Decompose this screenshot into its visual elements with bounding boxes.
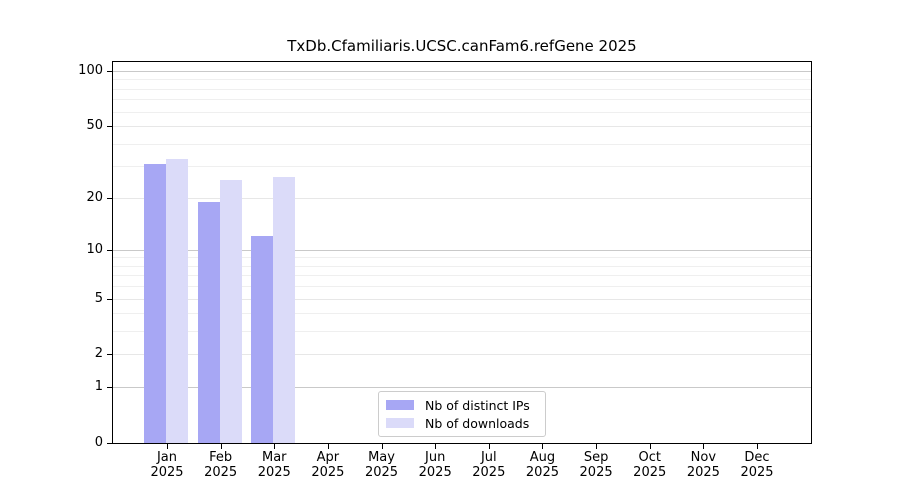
y-tick-1 xyxy=(107,387,112,389)
bar-nb-of-distinct-ips-feb xyxy=(197,201,220,443)
year-label: 2025 xyxy=(418,465,452,480)
month-label: Jun xyxy=(425,450,446,465)
month-label: Aug xyxy=(529,450,556,465)
x-tick-label-feb: Feb 2025 xyxy=(194,450,248,480)
gridline-minor-6 xyxy=(113,286,811,288)
month-label: Dec xyxy=(744,450,770,465)
chart-title: TxDb.Cfamiliaris.UCSC.canFam6.refGene 20… xyxy=(287,37,637,55)
year-label: 2025 xyxy=(579,465,613,480)
gridline-10 xyxy=(113,249,811,251)
year-label: 2025 xyxy=(525,465,559,480)
y-tick-5 xyxy=(107,298,112,300)
gridline-minor-60 xyxy=(113,111,811,113)
y-tick-label-20: 20 xyxy=(86,189,103,205)
month-label: Jan xyxy=(156,450,178,465)
gridline-minor-30 xyxy=(113,166,811,168)
gridline-50 xyxy=(113,126,811,128)
y-tick-10 xyxy=(107,249,112,251)
gridline-minor-7 xyxy=(113,275,811,277)
y-tick-0 xyxy=(107,443,112,444)
gridline-minor-4 xyxy=(113,313,811,315)
year-label: 2025 xyxy=(633,465,667,480)
x-tick-label-jan: Jan 2025 xyxy=(140,450,194,480)
x-tick-label-jul: Jul 2025 xyxy=(462,450,516,480)
plot-area: Nb of distinct IPs Nb of downloads xyxy=(112,61,812,444)
x-tick-label-may: May 2025 xyxy=(355,450,409,480)
month-label: Apr xyxy=(316,450,340,465)
y-tick-label-5: 5 xyxy=(94,290,103,306)
x-tick-label-aug: Aug 2025 xyxy=(515,450,569,480)
legend: Nb of distinct IPs Nb of downloads xyxy=(378,391,546,437)
year-label: 2025 xyxy=(364,465,399,480)
bar-nb-of-distinct-ips-mar xyxy=(251,236,274,443)
y-tick-label-50: 50 xyxy=(86,118,103,134)
y-tick-2 xyxy=(107,354,112,356)
x-tick-may xyxy=(381,444,383,449)
legend-label: Nb of downloads xyxy=(425,415,530,431)
month-label: Nov xyxy=(690,450,717,465)
gridline-2 xyxy=(113,354,811,356)
x-tick-label-jun: Jun 2025 xyxy=(408,450,462,480)
gridline-minor-40 xyxy=(113,143,811,145)
x-tick-label-dec: Dec 2025 xyxy=(730,450,784,480)
gridline-minor-90 xyxy=(113,79,811,81)
x-tick-jul xyxy=(488,444,490,449)
x-tick-oct xyxy=(649,444,651,449)
gridline-minor-8 xyxy=(113,265,811,267)
month-label: Mar xyxy=(262,450,287,465)
gridline-5 xyxy=(113,298,811,300)
gridline-minor-9 xyxy=(113,257,811,259)
y-tick-20 xyxy=(107,197,112,199)
legend-item-nb-of-downloads: Nb of downloads xyxy=(386,414,537,432)
gridline-20 xyxy=(113,197,811,199)
bar-nb-of-distinct-ips-jan xyxy=(144,163,166,443)
x-tick-label-nov: Nov 2025 xyxy=(676,450,730,480)
bar-nb-of-downloads-jan xyxy=(166,158,188,443)
y-tick-50 xyxy=(107,126,112,128)
bar-nb-of-downloads-feb xyxy=(219,180,242,443)
legend-label: Nb of distinct IPs xyxy=(425,397,530,413)
month-label: Feb xyxy=(209,450,233,465)
x-tick-dec xyxy=(757,444,758,449)
month-label: May xyxy=(368,450,395,465)
gridline-100 xyxy=(113,71,811,73)
y-tick-label-100: 100 xyxy=(78,63,103,79)
x-tick-mar xyxy=(274,444,276,449)
month-label: Jul xyxy=(480,450,497,465)
x-tick-sep xyxy=(596,444,598,449)
year-label: 2025 xyxy=(257,465,291,480)
x-tick-feb xyxy=(220,444,222,449)
x-tick-label-sep: Sep 2025 xyxy=(569,450,623,480)
year-label: 2025 xyxy=(204,465,238,480)
gridline-minor-3 xyxy=(113,331,811,333)
legend-item-nb-of-distinct-ips: Nb of distinct IPs xyxy=(386,396,537,414)
y-tick-label-10: 10 xyxy=(86,241,103,257)
x-tick-aug xyxy=(542,444,544,449)
month-label: Oct xyxy=(638,450,661,465)
x-tick-apr xyxy=(327,444,329,449)
year-label: 2025 xyxy=(740,465,774,480)
x-tick-jan xyxy=(167,444,168,449)
y-tick-label-2: 2 xyxy=(94,346,103,362)
bar-nb-of-downloads-mar xyxy=(273,177,296,443)
gridline-minor-80 xyxy=(113,88,811,90)
x-tick-nov xyxy=(703,444,705,449)
y-tick-label-1: 1 xyxy=(94,379,103,395)
year-label: 2025 xyxy=(472,465,506,480)
gridline-1 xyxy=(113,387,811,389)
year-label: 2025 xyxy=(311,465,345,480)
x-tick-label-mar: Mar 2025 xyxy=(247,450,301,480)
legend-swatch-nb-of-distinct-ips xyxy=(386,400,414,410)
y-tick-100 xyxy=(107,71,112,73)
x-tick-jun xyxy=(435,444,437,449)
year-label: 2025 xyxy=(686,465,720,480)
gridline-minor-70 xyxy=(113,99,811,101)
x-tick-label-apr: Apr 2025 xyxy=(301,450,355,480)
y-tick-label-0: 0 xyxy=(94,435,103,450)
month-label: Sep xyxy=(583,450,609,465)
x-tick-label-oct: Oct 2025 xyxy=(623,450,677,480)
legend-swatch-nb-of-downloads xyxy=(386,418,414,428)
year-label: 2025 xyxy=(150,465,184,480)
